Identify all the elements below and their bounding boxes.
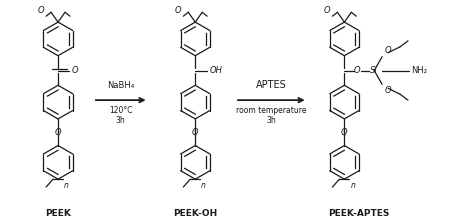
Text: O: O (324, 6, 330, 15)
Text: OH: OH (209, 66, 222, 75)
Text: n: n (201, 181, 206, 190)
Text: O: O (385, 86, 392, 95)
Text: 3h: 3h (266, 116, 276, 125)
Text: O: O (55, 128, 61, 137)
Text: NaBH₄: NaBH₄ (107, 81, 134, 90)
Text: n: n (350, 181, 355, 190)
Text: n: n (64, 181, 69, 190)
Text: APTES: APTES (256, 80, 287, 90)
Text: NH₂: NH₂ (411, 66, 427, 75)
Text: O: O (192, 128, 199, 137)
Text: PEEK-APTES: PEEK-APTES (328, 209, 390, 218)
Text: O: O (341, 128, 348, 137)
Text: PEEK-OH: PEEK-OH (173, 209, 218, 218)
Text: O: O (175, 6, 182, 15)
Text: O: O (72, 66, 79, 75)
Text: Si: Si (370, 66, 378, 75)
Text: 3h: 3h (116, 116, 126, 125)
Text: O: O (385, 46, 392, 55)
Text: O: O (354, 66, 361, 75)
Text: room temperature: room temperature (236, 106, 307, 115)
Text: O: O (37, 6, 44, 15)
Text: 120°C: 120°C (109, 106, 132, 115)
Text: PEEK: PEEK (45, 209, 71, 218)
